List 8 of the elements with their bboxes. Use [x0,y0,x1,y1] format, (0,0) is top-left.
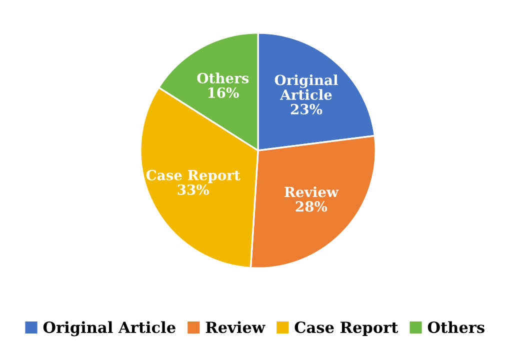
legend-label: Original Article [43,321,176,336]
data-label: Case Report 33% [146,170,240,195]
legend-label: Case Report [294,322,398,336]
legend-label: Review [206,321,266,334]
data-label: Others 16% [197,72,249,98]
data-label: Review 28% [284,186,339,212]
legend-label: Others [428,321,484,334]
data-label: Original Article 23% [274,74,338,114]
